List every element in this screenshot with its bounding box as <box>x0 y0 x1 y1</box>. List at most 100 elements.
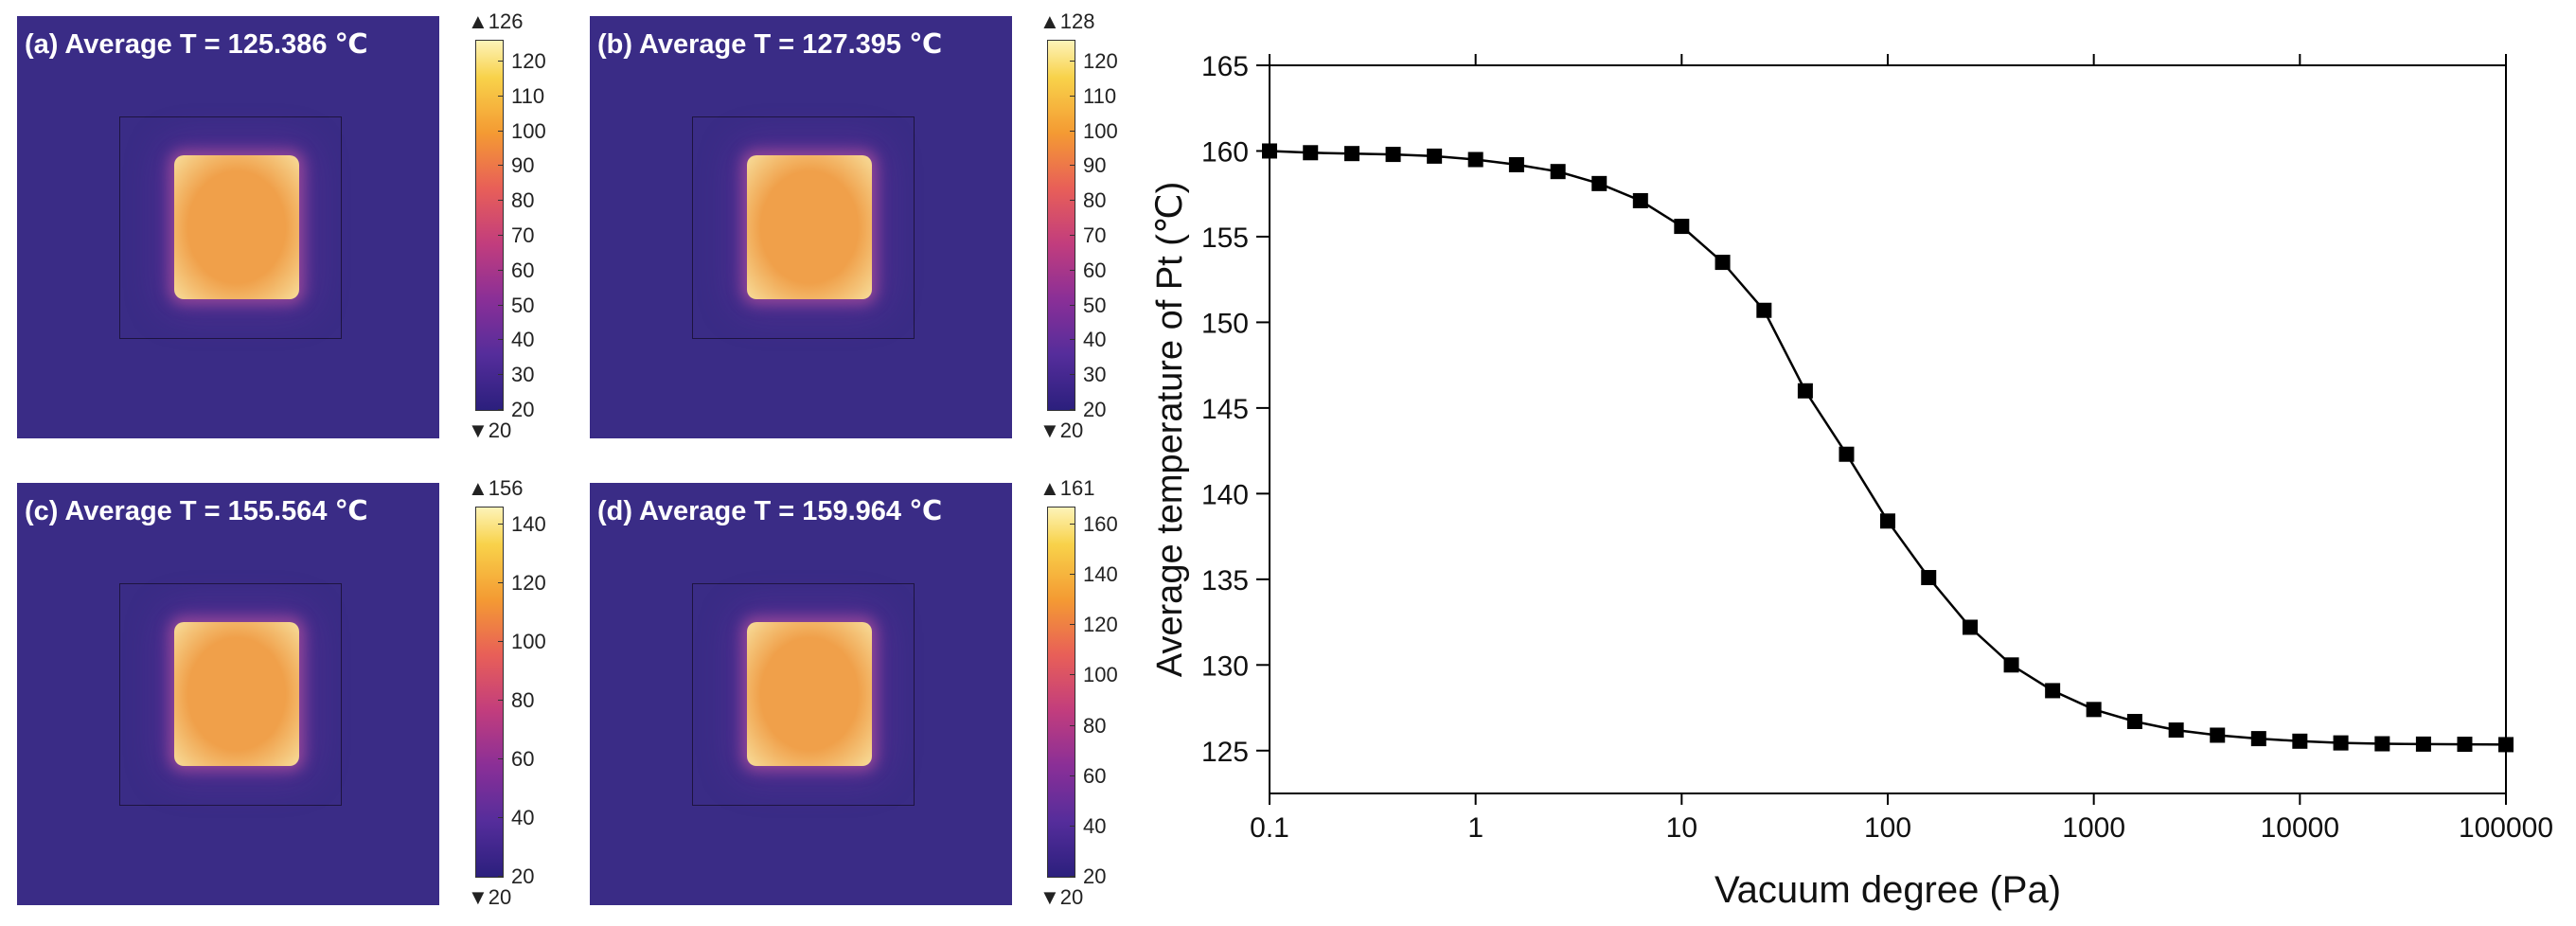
data-point-marker <box>2250 731 2266 747</box>
x-tick-label: 10 <box>1666 812 1697 844</box>
colorbar-max: ▲126 <box>468 9 524 33</box>
data-point-marker <box>2045 683 2061 699</box>
data-point-marker <box>1591 175 1608 191</box>
colorbar-tick-label: 100 <box>511 630 546 653</box>
colorbar-tick-label: 30 <box>511 363 535 387</box>
y-axis-ticks: 125 130 135 140 145 150 155 160 165 <box>1201 51 1270 768</box>
data-point-marker <box>2415 736 2431 752</box>
x-axis-ticks: 0.1 1 10 100 1000 10000 100000 <box>1250 54 2553 844</box>
data-point-marker <box>1385 147 1401 163</box>
colorbar-tick-label: 40 <box>1083 328 1107 352</box>
colorbar-tick-label: 90 <box>511 153 535 178</box>
data-point-marker <box>1632 192 1648 208</box>
panel-title: (c) Average T = 155.564 ℃ <box>25 496 368 526</box>
x-tick-label: 1 <box>1467 812 1483 844</box>
colorbar-tick-label: 40 <box>511 328 535 352</box>
colorbar-tick-mark <box>1070 374 1075 376</box>
colorbar-tick-label: 100 <box>1083 663 1118 687</box>
colorbar-tick-mark <box>498 758 504 759</box>
colorbar-tick-mark <box>1070 200 1075 202</box>
hot-region <box>747 155 872 299</box>
data-point-marker <box>1427 148 1443 164</box>
colorbar-tick-mark <box>498 700 504 701</box>
colorbar-gradient <box>475 507 504 878</box>
panel-title: (a) Average T = 125.386 ℃ <box>25 29 368 60</box>
hot-region <box>174 155 299 299</box>
colorbar-tick-mark <box>1070 876 1075 877</box>
colorbar-tick-label: 50 <box>511 293 535 317</box>
colorbar-tick-label: 80 <box>1083 188 1107 213</box>
colorbar-tick-mark <box>1070 775 1075 776</box>
colorbar-tick-label: 110 <box>511 83 545 108</box>
colorbar-tick-label: 70 <box>1083 223 1107 247</box>
colorbar-tick-label: 20 <box>1083 398 1107 421</box>
colorbar-tick-mark <box>498 582 504 583</box>
colorbar-gradient <box>1047 40 1075 411</box>
colorbar-tick-mark <box>498 374 504 376</box>
colorbar-tick-mark <box>1070 574 1075 576</box>
data-point-marker <box>1303 145 1319 161</box>
series-line <box>1269 150 2507 746</box>
colorbar-tick-mark <box>1070 724 1075 726</box>
colorbar-tick-label: 100 <box>1083 118 1118 143</box>
y-tick-label: 130 <box>1201 650 1249 682</box>
colorbar-tick-label: 20 <box>1083 864 1107 888</box>
data-point-marker <box>2333 735 2349 751</box>
colorbar-gradient <box>1047 507 1075 878</box>
colorbar-tick-label: 60 <box>511 747 535 771</box>
colorbar-tick-label: 110 <box>1083 83 1117 108</box>
colorbar-max: ▲161 <box>1039 476 1095 500</box>
colorbar-tick-label: 100 <box>511 118 546 143</box>
data-point-marker <box>2126 714 2142 730</box>
data-point-marker <box>2374 736 2390 752</box>
data-point-marker <box>2292 733 2308 749</box>
colorbar-min: ▼20 <box>1039 885 1084 909</box>
panel-b: (b) Average T = 127.395 ℃ <box>590 16 1012 438</box>
data-point-marker <box>2003 657 2019 673</box>
colorbar-tick-label: 160 <box>1083 512 1118 536</box>
colorbar-tick-label: 140 <box>511 512 546 536</box>
colorbar-tick-label: 120 <box>1083 49 1118 73</box>
colorbar-tick-mark <box>1070 61 1075 62</box>
data-point-marker <box>1674 219 1690 235</box>
data-point-marker <box>2457 737 2473 753</box>
y-tick-label: 150 <box>1201 308 1249 339</box>
panel-a: (a) Average T = 125.386 ℃ <box>17 16 439 438</box>
colorbar-tick-mark <box>1070 269 1075 271</box>
colorbar-tick-label: 120 <box>511 49 546 73</box>
data-point-marker <box>1756 302 1772 318</box>
data-point-marker <box>1343 146 1359 162</box>
data-point-marker <box>1880 513 1895 529</box>
colorbar-min: ▼20 <box>1039 418 1084 442</box>
colorbar-gradient <box>475 40 504 411</box>
colorbar-tick-mark <box>1070 339 1075 341</box>
data-point-marker <box>1962 619 1978 635</box>
colorbar-tick-label: 60 <box>1083 258 1107 282</box>
colorbar-tick-mark <box>1070 304 1075 306</box>
colorbar-tick-mark <box>498 269 504 271</box>
y-tick-label: 145 <box>1201 394 1249 425</box>
colorbar-tick-mark <box>1070 409 1075 410</box>
substrate-outline <box>119 583 342 806</box>
panel-c: (c) Average T = 155.564 ℃ <box>17 483 439 905</box>
colorbar-tick-label: 20 <box>511 398 535 421</box>
data-point-marker <box>2210 727 2226 743</box>
colorbar-tick-label: 90 <box>1083 153 1107 178</box>
colorbar-tick-label: 120 <box>511 571 546 595</box>
x-tick-label: 100 <box>1864 812 1911 844</box>
x-tick-label: 0.1 <box>1250 812 1289 844</box>
colorbar-tick-mark <box>498 165 504 167</box>
colorbar-tick-mark <box>1070 825 1075 827</box>
colorbar-tick-label: 40 <box>1083 813 1107 838</box>
colorbar-tick-mark <box>498 339 504 341</box>
colorbar-tick-label: 70 <box>511 223 535 247</box>
colorbar-tick-mark <box>498 817 504 818</box>
series-markers <box>1262 143 2514 753</box>
colorbar-tick-mark <box>1070 524 1075 525</box>
colorbar-tick-mark <box>498 304 504 306</box>
data-point-marker <box>1714 255 1731 271</box>
data-point-marker <box>1467 151 1483 168</box>
colorbar-tick-mark <box>1070 624 1075 626</box>
y-tick-label: 155 <box>1201 223 1249 254</box>
colorbar-tick-mark <box>498 95 504 97</box>
